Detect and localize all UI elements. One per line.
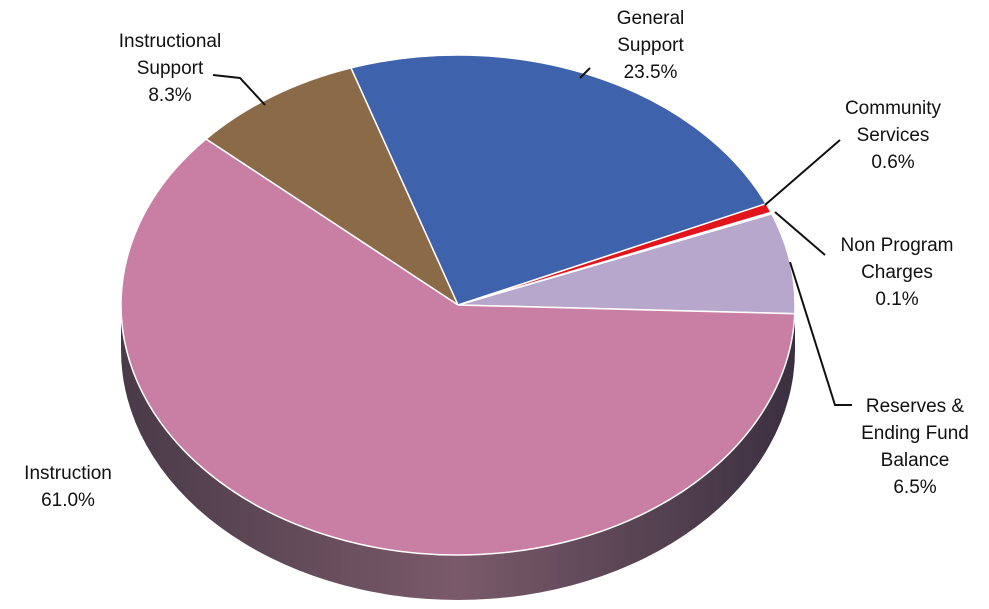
leader-line	[764, 139, 841, 206]
pie-slice	[349, 54, 768, 306]
category-name: Instructional Support	[118, 31, 222, 79]
pie-slice	[204, 67, 460, 308]
pie-slice	[120, 138, 796, 556]
slice-label: Community Services 0.6%	[833, 95, 953, 176]
slices	[120, 54, 796, 556]
value-label: 0.1%	[875, 289, 919, 310]
category-name: Reserves & Ending Fund Balance	[861, 396, 969, 471]
slice-label: Instruction 61.0%	[0, 460, 136, 514]
leader-line	[212, 74, 266, 106]
category-name: Instruction	[24, 463, 112, 484]
leader-line	[774, 211, 826, 256]
value-label: 8.3%	[148, 85, 192, 106]
value-label: 61.0%	[41, 490, 95, 511]
category-name: General Support	[616, 8, 685, 56]
leader-line	[789, 261, 852, 406]
leader-line	[579, 67, 591, 79]
slice-label: Reserves & Ending Fund Balance 6.5%	[845, 393, 985, 501]
value-label: 23.5%	[623, 62, 678, 83]
category-name: Community Services	[844, 98, 942, 146]
value-label: 0.6%	[871, 152, 915, 173]
slice-label: Non Program Charges 0.1%	[832, 232, 962, 313]
slice-label: Instructional Support 8.3%	[95, 28, 245, 109]
category-name: Non Program Charges	[840, 235, 954, 283]
slice-label: General Support 23.5%	[603, 5, 698, 86]
value-label: 6.5%	[893, 477, 937, 498]
